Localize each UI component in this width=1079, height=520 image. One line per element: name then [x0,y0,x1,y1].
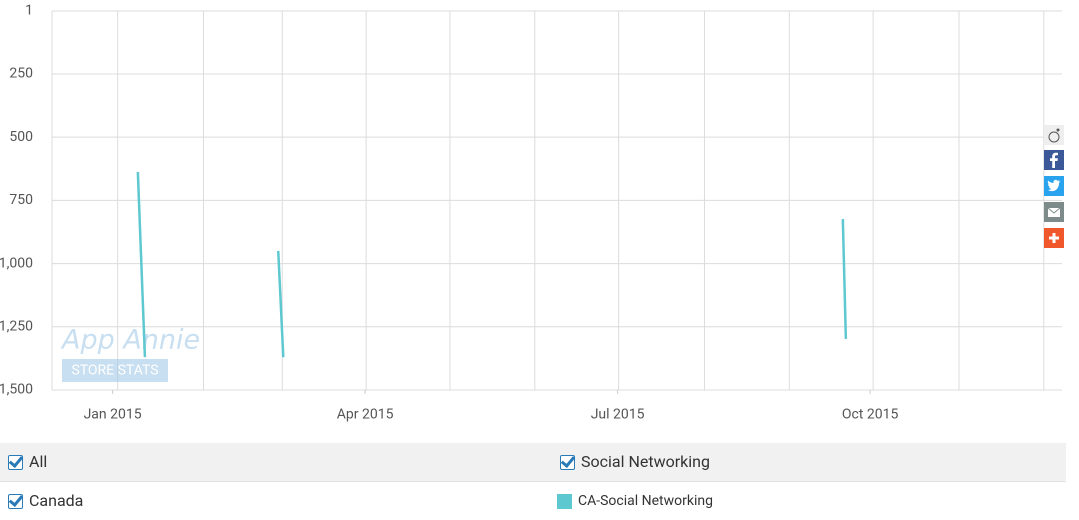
filter-all[interactable]: All [8,443,47,481]
x-tick-label: Jul 2015 [591,407,645,423]
y-tick-label: 250 [9,66,33,82]
email-button[interactable] [1044,202,1064,222]
y-tick-label: 500 [9,129,33,145]
filter-label: Canada [29,491,84,510]
y-tick-label: 1,000 [0,255,33,271]
watermark: App Annie STORE STATS [60,325,200,382]
chart: App Annie STORE STATS 1 250 500 750 1,000 1,2… [0,3,1062,423]
filter-row: All Social Networking [0,443,1066,482]
grid [51,10,1062,391]
twitter-button[interactable] [1044,176,1064,196]
filter-row: Canada CA-Social Networking [0,482,1066,520]
y-tick-label: 1 [25,3,33,19]
watermark-subtitle: STORE STATS [71,363,158,379]
legend-label: CA-Social Networking [578,493,713,509]
filter-label: Social Networking [581,452,710,471]
series-line [136,172,848,358]
y-tick-label: 750 [9,192,33,208]
y-tick-label: 1,500 [0,382,33,398]
x-tick-label: Oct 2015 [842,407,899,423]
x-tick-label: Apr 2015 [337,407,394,423]
filter-category[interactable]: Social Networking [560,443,710,481]
reddit-button[interactable] [1044,125,1064,145]
facebook-button[interactable] [1044,150,1064,170]
watermark-box [62,359,168,382]
legend-item[interactable]: CA-Social Networking [557,482,713,520]
marks [136,172,848,358]
y-tick-label: 1,250 [0,318,33,334]
filter-label: All [29,452,48,471]
filters: All Social Networking Canada CA-Social N… [0,443,1066,520]
more-button[interactable] [1044,228,1064,248]
filter-country[interactable]: Canada [8,482,83,520]
legend-swatch [557,493,572,509]
x-tick-label: Jan 2015 [84,407,142,423]
watermark-title: App Annie [60,325,200,356]
